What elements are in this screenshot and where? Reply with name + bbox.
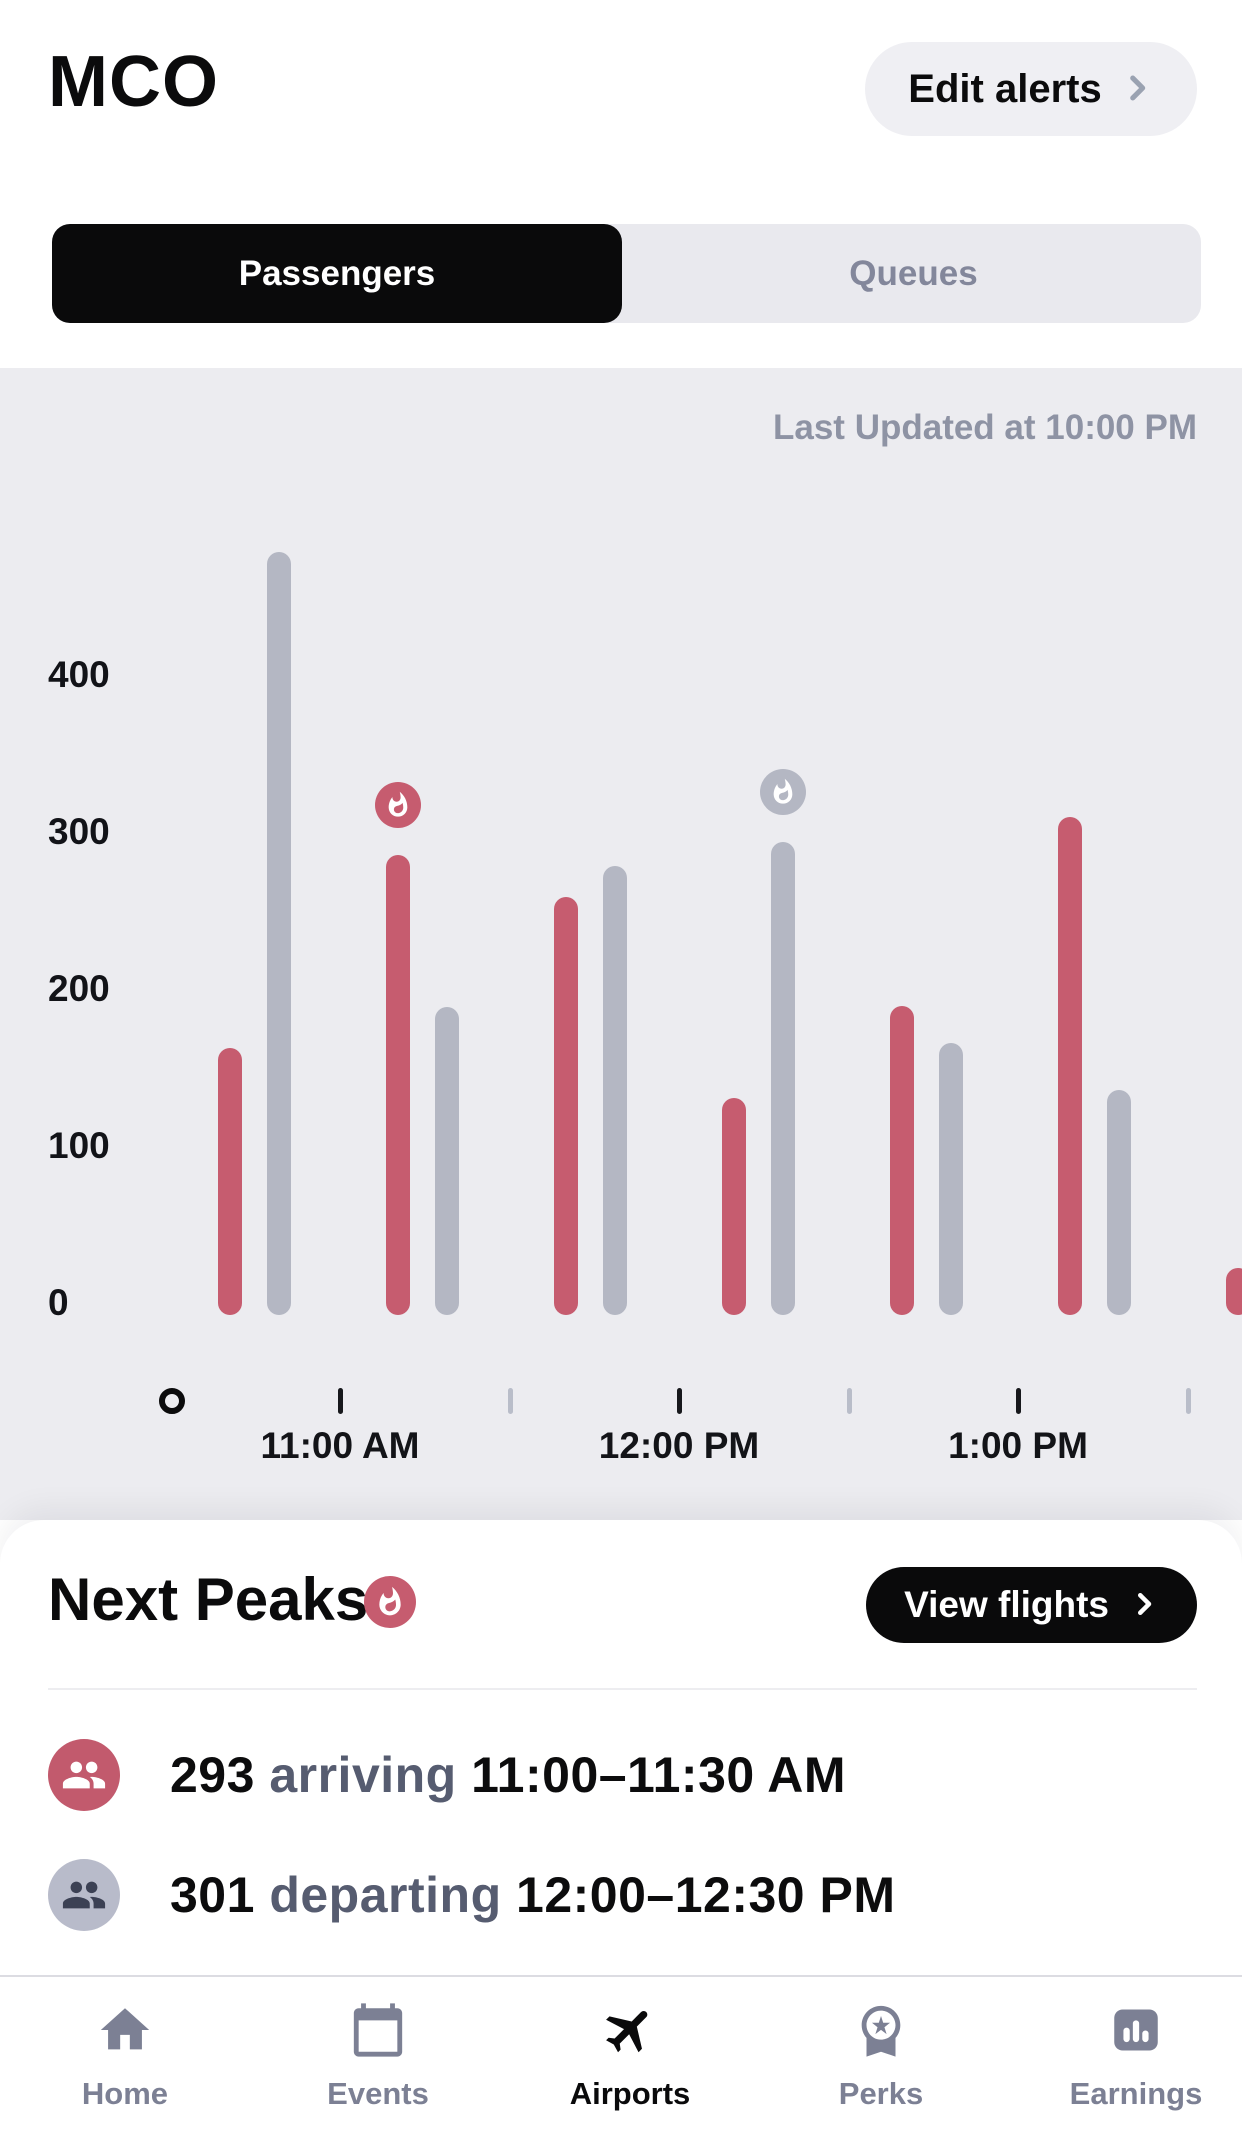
last-updated-text: Last Updated at 10:00 PM: [773, 408, 1197, 447]
passengers-queues-tabs: Passengers Queues: [52, 224, 1201, 323]
people-icon: [48, 1739, 120, 1811]
peak-row-arriving: 293 arriving 11:00–11:30 AM: [48, 1739, 846, 1811]
y-axis-tick-label: 100: [48, 1125, 110, 1166]
bar-arriving-2: [554, 897, 578, 1315]
peak-row-departing: 301 departing 12:00–12:30 PM: [48, 1859, 895, 1931]
axis-tick: [677, 1388, 682, 1414]
bar-departing-2: [603, 866, 627, 1315]
peak-row-text: 301 departing 12:00–12:30 PM: [170, 1866, 895, 1924]
nav-item-label: Airports: [569, 2076, 691, 2111]
page-title: MCO: [48, 42, 219, 122]
medal-icon: [852, 2001, 910, 2064]
axis-tick: [508, 1388, 513, 1414]
peak-verb: arriving: [269, 1747, 457, 1803]
axis-tick: [1186, 1388, 1191, 1414]
axis-tick: [1016, 1388, 1021, 1414]
edit-alerts-label: Edit alerts: [908, 66, 1102, 111]
bar-arriving-5: [1058, 817, 1082, 1315]
axis-tick: [338, 1388, 343, 1414]
nav-item-label: Home: [81, 2076, 169, 2111]
bar-arriving-4: [890, 1006, 914, 1315]
home-icon: [96, 2001, 154, 2064]
tab-queues-label: Queues: [849, 253, 978, 293]
nav-item-label: Perks: [838, 2076, 924, 2111]
bar-arriving-3: [722, 1098, 746, 1315]
y-axis-tick-label: 0: [48, 1282, 69, 1323]
peak-verb: departing: [269, 1867, 502, 1923]
fire-icon: [364, 1576, 416, 1628]
bar-departing-3: [771, 842, 795, 1315]
passengers-chart: Last Updated at 10:00 PM 0 100 200 300 400 1…: [0, 368, 1242, 1520]
bar-chart-icon: [1107, 2001, 1165, 2064]
nav-item-airports[interactable]: Airports: [535, 2001, 725, 2112]
y-axis-tick-label: 300: [48, 811, 110, 852]
axis-tick: [847, 1388, 852, 1414]
bar-arriving-6: [1226, 1268, 1242, 1315]
nav-item-label: Events: [327, 2076, 429, 2111]
divider: [48, 1688, 1197, 1690]
peak-fire-icon: [760, 769, 806, 815]
edit-alerts-button[interactable]: Edit alerts: [865, 42, 1197, 136]
next-peaks-title: Next Peaks: [48, 1566, 369, 1633]
bar-departing-4: [939, 1043, 963, 1315]
y-axis-tick-label: 200: [48, 968, 110, 1009]
x-axis-tick-label: 11:00 AM: [260, 1425, 420, 1466]
calendar-icon: [349, 2001, 407, 2064]
view-flights-label: View flights: [904, 1584, 1109, 1625]
chevron-right-icon: [1120, 71, 1154, 108]
nav-item-label: Earnings: [1069, 2076, 1203, 2111]
bar-departing-5: [1107, 1090, 1131, 1315]
chevron-right-icon: [1129, 1589, 1159, 1622]
nav-item-earnings[interactable]: Earnings: [1041, 2001, 1231, 2112]
view-flights-button[interactable]: View flights: [866, 1567, 1197, 1643]
nav-item-home[interactable]: Home: [30, 2001, 220, 2112]
peak-time: 11:00–11:30 AM: [456, 1747, 846, 1803]
peak-fire-icon: [375, 782, 421, 828]
x-axis-tick-label: 1:00 PM: [948, 1425, 1088, 1466]
nav-item-perks[interactable]: Perks: [786, 2001, 976, 2112]
bar-departing-1: [435, 1007, 459, 1315]
bar-departing-0: [267, 552, 291, 1315]
tab-queues[interactable]: Queues: [626, 224, 1201, 323]
bottom-navigation: Home Events Airports Perks Earnings: [0, 1975, 1242, 2147]
current-time-marker-icon: [159, 1388, 185, 1414]
x-axis-tick-label: 12:00 PM: [598, 1425, 760, 1466]
nav-item-events[interactable]: Events: [283, 2001, 473, 2112]
plane-icon: [601, 2001, 659, 2064]
peak-row-text: 293 arriving 11:00–11:30 AM: [170, 1746, 846, 1804]
tab-passengers-label: Passengers: [238, 253, 436, 293]
peak-count: 301: [170, 1867, 270, 1923]
people-icon: [48, 1859, 120, 1931]
bar-arriving-0: [218, 1048, 242, 1315]
y-axis-tick-label: 400: [48, 654, 110, 695]
peak-time: 12:00–12:30 PM: [501, 1867, 896, 1923]
peak-count: 293: [170, 1747, 270, 1803]
tab-passengers[interactable]: Passengers: [52, 224, 622, 323]
bar-arriving-1: [386, 855, 410, 1315]
